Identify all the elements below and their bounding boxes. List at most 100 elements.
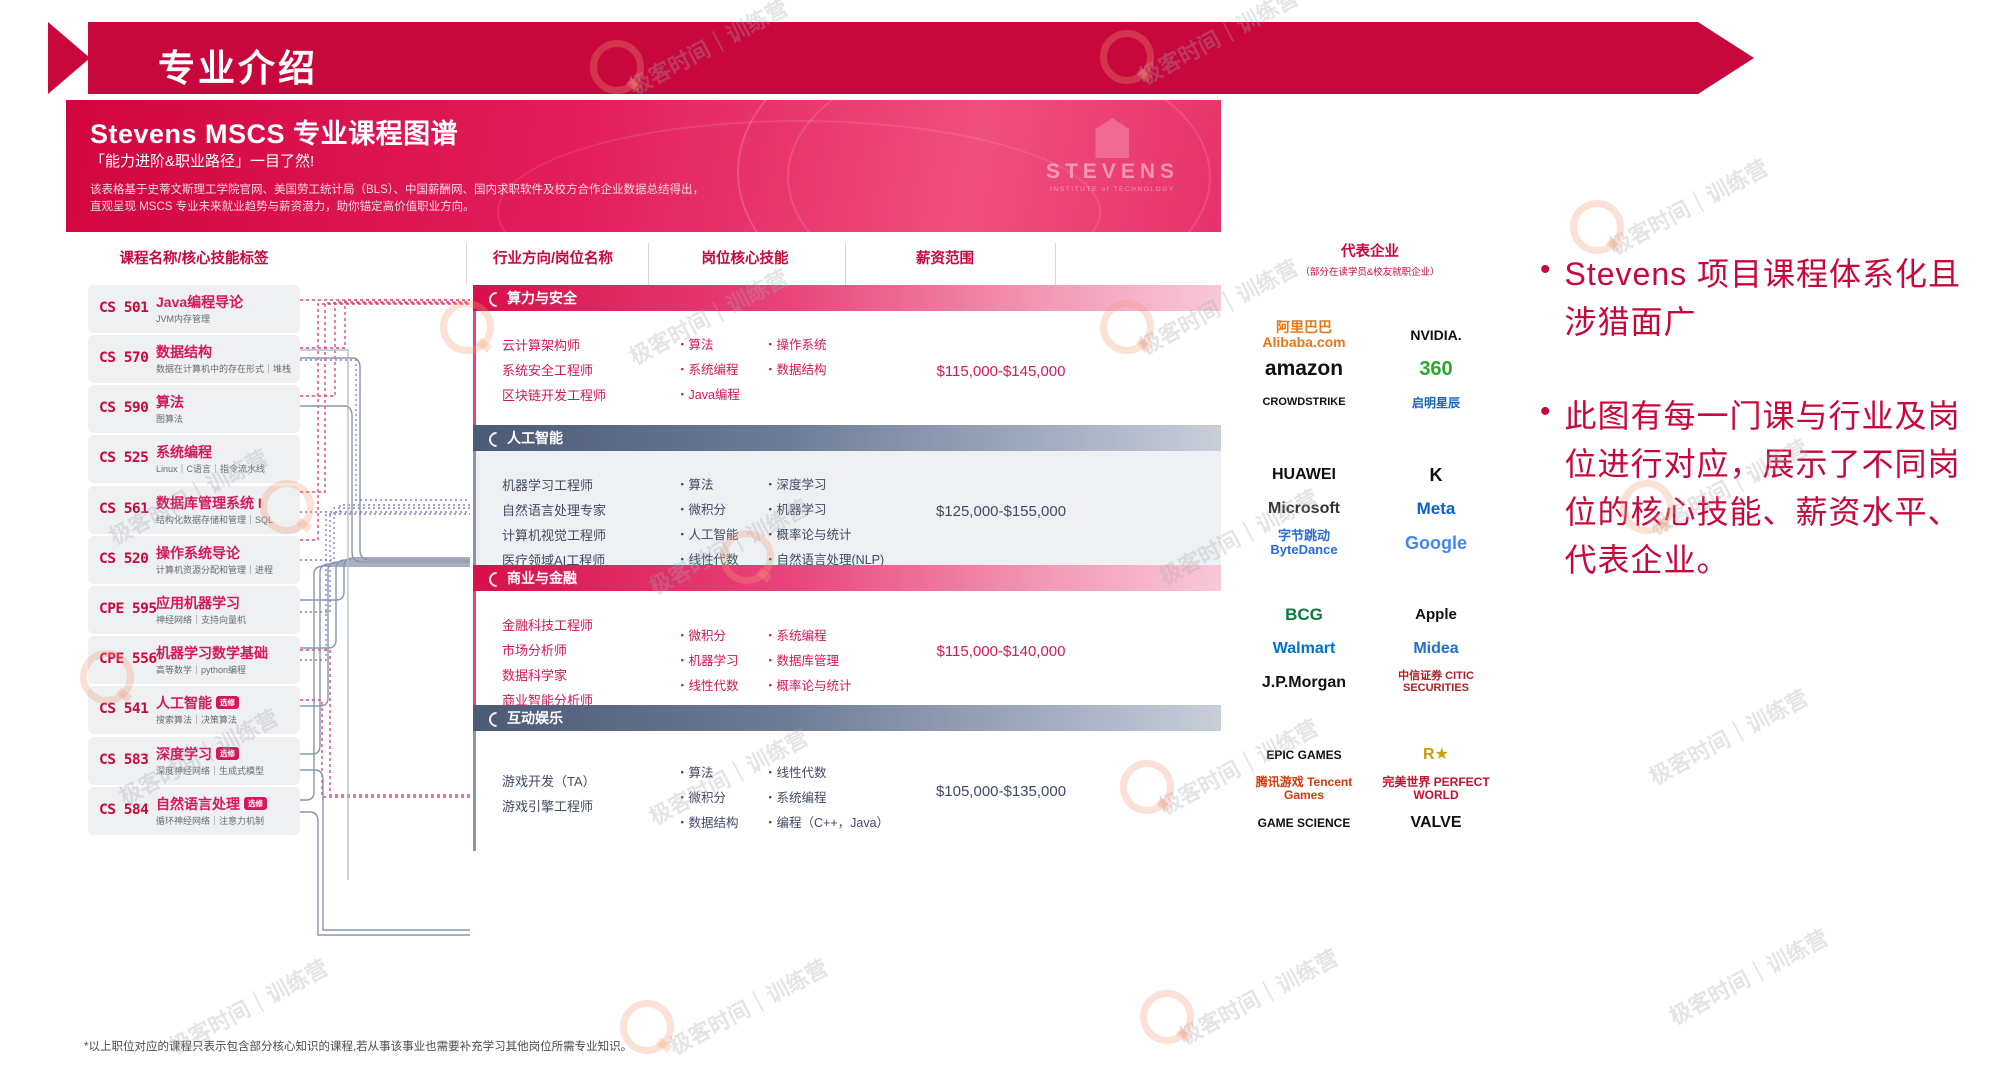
arc-icon xyxy=(485,568,508,591)
course-desc: JVM内存管理 xyxy=(156,314,211,324)
stevens-logo-sub: INSTITUTE of TECHNOLOGY xyxy=(1050,186,1175,193)
logo-row: GAME SCIENCE VALVE xyxy=(1245,806,1495,840)
category-header[interactable]: 算力与安全 xyxy=(473,285,1221,311)
logo-row: 腾讯游戏 Tencent Games 完美世界 PERFECT WORLD xyxy=(1245,772,1495,806)
course-desc: 高等数学｜python编程 xyxy=(156,665,247,675)
course-code: CS 561 xyxy=(99,501,149,517)
arc-icon xyxy=(485,708,508,731)
footnote: *以上职位对应的课程只表示包含部分核心知识的课程,若从事该事业也需要补充学习其他… xyxy=(84,1041,633,1053)
company-logo: Midea xyxy=(1413,639,1459,657)
divider-2 xyxy=(648,243,649,285)
watermark: 极客时间｜训练营 xyxy=(1645,684,1813,790)
company-logo: R★ xyxy=(1423,745,1449,763)
hero-desc-line-1: 该表格基于史蒂文斯理工学院官网、美国劳工统计局（BLS）、中国薪酬网、国内求职软… xyxy=(90,184,704,196)
shield-icon xyxy=(1095,118,1130,158)
job-item: 机器学习工程师 xyxy=(502,478,594,493)
hero-title: Stevens MSCS 专业课程图谱 xyxy=(90,119,459,149)
commentary-text: 此图有每一门课与行业及岗位进行对应，展示了不同岗位的核心技能、薪资水平、代表企业… xyxy=(1564,398,1961,578)
course-card[interactable]: CPE 556 机器学习数学基础 高等数学｜python编程 xyxy=(88,636,300,684)
job-item: 自然语言处理专家 xyxy=(502,503,607,518)
company-logo-grid: EPIC GAMES R★ 腾讯游戏 Tencent Games 完美世界 PE… xyxy=(1245,738,1495,840)
commentary-text: Stevens 项目课程体系化且涉猎面广 xyxy=(1564,256,1962,340)
course-card[interactable]: CPE 595 应用机器学习 神经网络｜支持向量机 xyxy=(88,586,300,634)
company-logo: 中信证券 CITIC SECURITIES xyxy=(1398,670,1474,694)
elective-badge: 选修 xyxy=(216,747,239,760)
category-header[interactable]: 人工智能 xyxy=(473,425,1221,451)
skill-column-1: ・算法 ・系统编程 ・Java编程 xyxy=(676,333,764,408)
skill-item: ・系统编程 xyxy=(764,629,827,643)
skill-item: ・系统编程 xyxy=(764,791,827,805)
divider-1 xyxy=(466,243,467,285)
divider-4 xyxy=(1055,243,1056,285)
skill-item: ・数据库管理 xyxy=(764,654,840,668)
skill-item: ・线性代数 xyxy=(764,766,827,780)
course-desc: 图算法 xyxy=(156,414,184,424)
company-logo: CROWDSTRIKE xyxy=(1262,396,1346,409)
category-block: 人工智能 机器学习工程师 自然语言处理专家 计算机视觉工程师 医疗领域AI工程师… xyxy=(473,425,1221,571)
section-title: 专业介绍 xyxy=(158,47,318,90)
course-desc: 计算机资源分配和管理｜进程 xyxy=(156,565,274,575)
category-name: 互动娱乐 xyxy=(507,710,563,726)
company-logo: Apple xyxy=(1415,606,1457,624)
column-header-company: 代表企业 （部分在读学员&校友就职企业） xyxy=(1245,240,1495,278)
category-header[interactable]: 商业与金融 xyxy=(473,565,1221,591)
category-body: 金融科技工程师 市场分析师 数据科学家 商业智能分析师 ・微积分 ・机器学习 ・… xyxy=(473,591,1221,711)
skill-list: ・算法 ・微积分 ・数据结构 ・线性代数 ・系统编程 ・编程（C++，Java） xyxy=(676,761,889,836)
course-desc: 神经网络｜支持向量机 xyxy=(156,615,247,625)
ribbon-left-arrow xyxy=(48,22,90,94)
category-name: 人工智能 xyxy=(507,430,563,446)
skill-item: ・微积分 xyxy=(676,791,727,805)
course-name: 机器学习数学基础 xyxy=(156,645,268,661)
stevens-logo: STEVENS INSTITUTE of TECHNOLOGY xyxy=(1046,118,1179,193)
arc-icon xyxy=(485,428,508,451)
skill-item: ・数据结构 xyxy=(676,816,739,830)
category-block: 算力与安全 云计算架构师 系统安全工程师 区块链开发工程师 ・算法 ・系统编程 … xyxy=(473,285,1221,431)
course-card[interactable]: CS 520 操作系统导论 计算机资源分配和管理｜进程 xyxy=(88,536,300,584)
course-card[interactable]: CS 570 数据结构 数据在计算机中的存在形式｜堆栈 xyxy=(88,335,300,383)
course-code: CS 501 xyxy=(99,300,149,316)
column-header-industry: 行业方向/岗位名称 xyxy=(492,251,614,267)
arc-icon xyxy=(485,288,508,311)
course-name: 数据结构 xyxy=(156,344,212,360)
course-card[interactable]: CS 525 系统编程 Linux｜C语言｜指令流水线 xyxy=(88,435,300,483)
skill-item: ・微积分 xyxy=(676,629,727,643)
company-logo: 字节跳动 ByteDance xyxy=(1270,528,1338,557)
skill-column-2: ・操作系统 ・数据结构 xyxy=(764,333,827,383)
course-code: CS 570 xyxy=(99,350,149,366)
logo-row: Walmart Midea xyxy=(1245,632,1495,666)
category-name: 商业与金融 xyxy=(507,570,577,586)
course-code: CS 584 xyxy=(99,802,149,818)
course-code: CS 520 xyxy=(99,551,149,567)
watermark: 极客时间｜训练营 xyxy=(1605,154,1773,260)
skill-column-1: ・算法 ・微积分 ・人工智能 ・线性代数 xyxy=(676,473,764,573)
course-card[interactable]: CS 584 自然语言处理 选修 循环神经网络｜注意力机制 xyxy=(88,787,300,835)
company-logo: 阿里巴巴 Alibaba.com xyxy=(1262,319,1346,350)
logo-row: HUAWEI K xyxy=(1245,458,1495,492)
company-logo: NVIDIA. xyxy=(1410,326,1462,343)
commentary-item: • Stevens 项目课程体系化且涉猎面广 xyxy=(1540,250,1980,346)
skill-item: ・编程（C++，Java） xyxy=(764,816,890,830)
category-header[interactable]: 互动娱乐 xyxy=(473,705,1221,731)
skill-item: ・算法 xyxy=(676,766,714,780)
job-list: 金融科技工程师 市场分析师 数据科学家 商业智能分析师 xyxy=(502,613,593,713)
job-item: 市场分析师 xyxy=(502,643,568,658)
skill-item: ・算法 xyxy=(676,478,714,492)
course-desc: 深度神经网络｜生成式模型 xyxy=(156,766,265,776)
section-ribbon: 专业介绍 xyxy=(48,22,1788,94)
course-desc: 数据在计算机中的存在形式｜堆栈 xyxy=(156,364,292,374)
course-card[interactable]: CS 590 算法 图算法 xyxy=(88,385,300,433)
course-card[interactable]: CS 561 数据库管理系统 I 结构化数据存储和管理｜SQL xyxy=(88,486,300,534)
logo-row: J.P.Morgan 中信证券 CITIC SECURITIES xyxy=(1245,666,1495,700)
course-card[interactable]: CS 501 Java编程导论 JVM内存管理 xyxy=(88,285,300,333)
course-desc: Linux｜C语言｜指令流水线 xyxy=(156,464,266,474)
hero-subtitle: 「能力进阶&职业路径」一目了然! xyxy=(90,153,315,170)
course-card[interactable]: CS 583 深度学习 选修 深度神经网络｜生成式模型 xyxy=(88,737,300,785)
job-list: 游戏开发（TA） 游戏引擎工程师 xyxy=(502,769,596,819)
course-name: 深度学习 选修 xyxy=(156,744,239,764)
course-code: CS 541 xyxy=(99,701,149,717)
logo-row: 阿里巴巴 Alibaba.com NVIDIA. xyxy=(1245,318,1495,352)
course-card[interactable]: CS 541 人工智能 选修 搜索算法｜决策算法 xyxy=(88,686,300,734)
job-item: 数据科学家 xyxy=(502,668,568,683)
logo-row: 字节跳动 ByteDance Google xyxy=(1245,526,1495,560)
